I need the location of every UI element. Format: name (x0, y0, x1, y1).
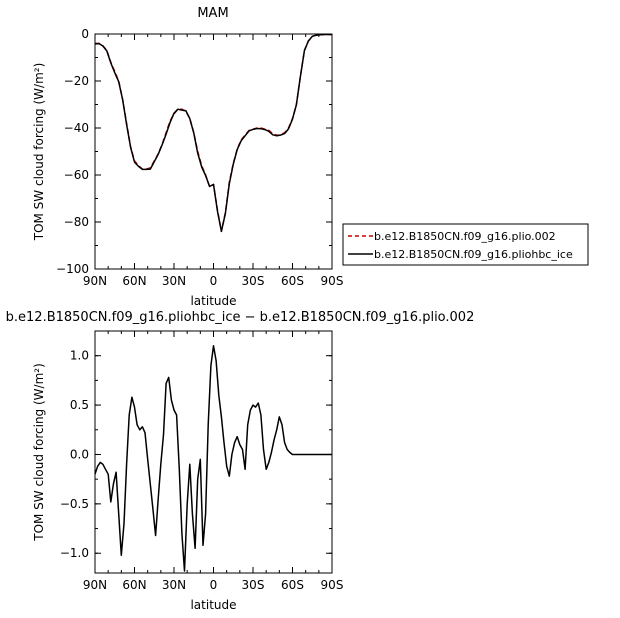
x-tick-label: 30S (242, 578, 265, 592)
x-tick-label: 60S (281, 578, 304, 592)
x-axis-label: latitude (190, 294, 236, 308)
x-tick-label: 0 (210, 274, 218, 288)
x-tick-label: 90S (321, 274, 344, 288)
y-axis-label: TOM SW cloud forcing (W/m²) (32, 363, 46, 542)
series-line-2 (94, 33, 332, 233)
y-tick-label: −20 (64, 74, 89, 88)
y-tick-label: −100 (56, 262, 89, 276)
legend: b.e12.B1850CN.f09_g16.plio.002 b.e12.B185… (342, 223, 589, 266)
x-tick-label: 0 (210, 578, 218, 592)
panel-top-chart: MAM 90N 60N 30N 0 30S 60S 90S 0 −20 −40 −60 −80 −100 l… (32, 6, 343, 308)
plot-frame (94, 330, 333, 574)
x-tick-label: 30N (162, 274, 186, 288)
y-tick-label: −40 (64, 121, 89, 135)
y-tick-label: −1.0 (60, 546, 89, 560)
x-tick-label: 30S (242, 274, 265, 288)
series-line-1 (94, 345, 332, 572)
y-tick-label: −60 (64, 168, 89, 182)
x-tick-label: 60S (281, 274, 304, 288)
y-tick-label: −80 (64, 215, 89, 229)
y-tick-label: 0.5 (70, 398, 89, 412)
chart-title: b.e12.B1850CN.f09_g16.pliohbc_ice − b.e1… (6, 310, 475, 325)
y-tick-label: 1.0 (70, 349, 89, 363)
legend-label-2: b.e12.B1850CN.f09_g16.pliohbc_ice (374, 248, 573, 261)
legend-label-1: b.e12.B1850CN.f09_g16.plio.002 (374, 230, 556, 243)
x-tick-label: 60N (122, 578, 146, 592)
y-tick-label: 0.0 (70, 447, 89, 461)
plot-frame (94, 33, 333, 270)
panel-bottom-chart: b.e12.B1850CN.f09_g16.pliohbc_ice − b.e1… (6, 310, 475, 612)
x-tick-label: 90N (83, 274, 107, 288)
legend-box (342, 223, 589, 266)
y-axis-label: TOM SW cloud forcing (W/m²) (32, 63, 46, 242)
chart-title: MAM (197, 6, 228, 21)
x-tick-label: 30N (162, 578, 186, 592)
x-axis-label: latitude (190, 598, 236, 612)
x-tick-label: 90S (321, 578, 344, 592)
y-tick-label: 0 (81, 27, 89, 41)
x-tick-label: 60N (122, 274, 146, 288)
y-tick-label: −0.5 (60, 497, 89, 511)
x-tick-label: 90N (83, 578, 107, 592)
series-line-1 (95, 33, 332, 233)
